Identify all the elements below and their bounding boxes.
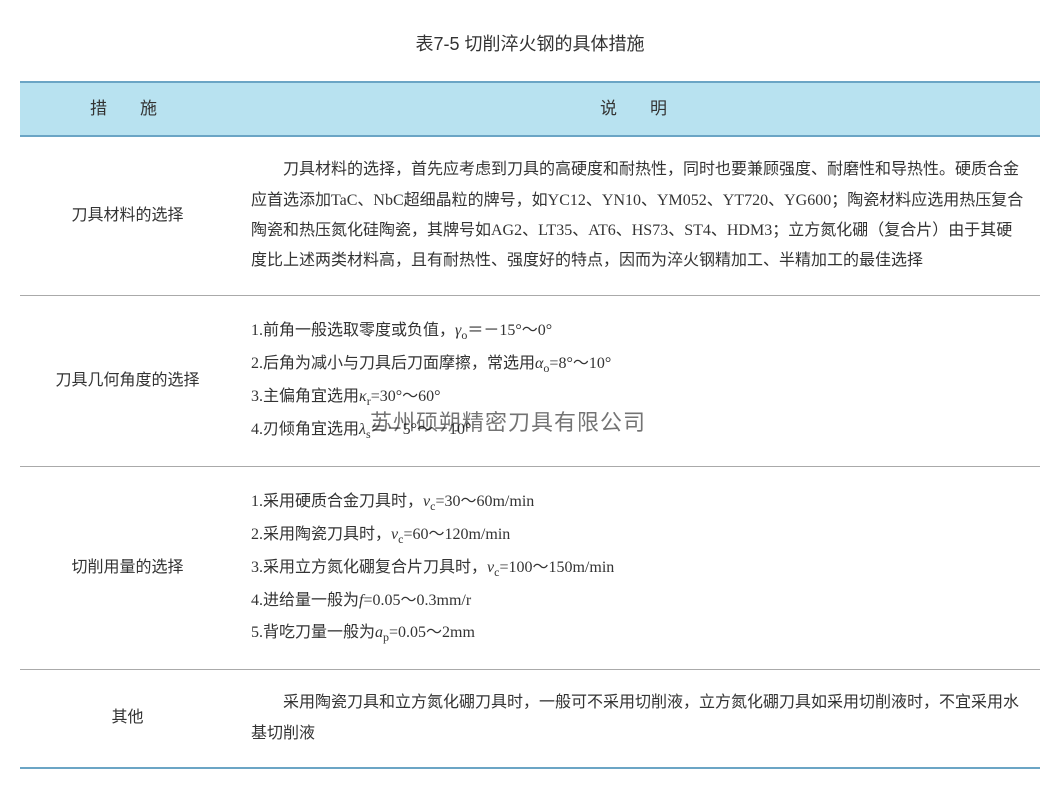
measures-table: 措 施 说 明 刀具材料的选择 刀具材料的选择，首先应考虑到刀具的高硬度和耐热性… <box>20 81 1040 769</box>
desc-line: 4.进给量一般为f=0.05～0.3mm/r <box>251 586 1028 616</box>
desc-text: 刀具材料的选择，首先应考虑到刀具的高硬度和耐热性，同时也要兼顾强度、耐磨性和导热… <box>251 155 1028 277</box>
table-row: 切削用量的选择 1.采用硬质合金刀具时，vc=30～60m/min 2.采用陶瓷… <box>20 466 1040 669</box>
page-container: 表7-5 切削淬火钢的具体措施 苏州硕朔精密刀具有限公司 措 施 说 明 刀具材… <box>20 30 1040 769</box>
desc-line: 3.主偏角宜选用κr=30°～60° <box>251 382 1028 413</box>
table-row: 刀具材料的选择 刀具材料的选择，首先应考虑到刀具的高硬度和耐热性，同时也要兼顾强… <box>20 136 1040 295</box>
measure-cell: 刀具几何角度的选择 <box>20 295 235 466</box>
header-description: 说 明 <box>235 82 1040 136</box>
measure-cell: 其他 <box>20 670 235 768</box>
table-caption: 表7-5 切削淬火钢的具体措施 <box>20 30 1040 56</box>
desc-line: 1.采用硬质合金刀具时，vc=30～60m/min <box>251 487 1028 518</box>
description-cell: 1.前角一般选取零度或负值，γo＝－15°～0° 2.后角为减小与刀具后刀面摩擦… <box>235 295 1040 466</box>
desc-line: 5.背吃刀量一般为ap=0.05～2mm <box>251 618 1028 649</box>
measure-cell: 刀具材料的选择 <box>20 136 235 295</box>
desc-line: 2.采用陶瓷刀具时，vc=60～120m/min <box>251 520 1028 551</box>
description-cell: 采用陶瓷刀具和立方氮化硼刀具时，一般可不采用切削液，立方氮化硼刀具如采用切削液时… <box>235 670 1040 768</box>
description-cell: 刀具材料的选择，首先应考虑到刀具的高硬度和耐热性，同时也要兼顾强度、耐磨性和导热… <box>235 136 1040 295</box>
table-row: 刀具几何角度的选择 1.前角一般选取零度或负值，γo＝－15°～0° 2.后角为… <box>20 295 1040 466</box>
desc-line: 1.前角一般选取零度或负值，γo＝－15°～0° <box>251 316 1028 347</box>
desc-line: 2.后角为减小与刀具后刀面摩擦，常选用αo=8°～10° <box>251 349 1028 380</box>
desc-line: 3.采用立方氮化硼复合片刀具时，vc=100～150m/min <box>251 553 1028 584</box>
table-row: 其他 采用陶瓷刀具和立方氮化硼刀具时，一般可不采用切削液，立方氮化硼刀具如采用切… <box>20 670 1040 768</box>
header-measure: 措 施 <box>20 82 235 136</box>
desc-line: 4.刃倾角宜选用λs＝－5°～－10° <box>251 415 1028 446</box>
desc-text: 采用陶瓷刀具和立方氮化硼刀具时，一般可不采用切削液，立方氮化硼刀具如采用切削液时… <box>251 688 1028 749</box>
measure-cell: 切削用量的选择 <box>20 466 235 669</box>
table-header-row: 措 施 说 明 <box>20 82 1040 136</box>
description-cell: 1.采用硬质合金刀具时，vc=30～60m/min 2.采用陶瓷刀具时，vc=6… <box>235 466 1040 669</box>
